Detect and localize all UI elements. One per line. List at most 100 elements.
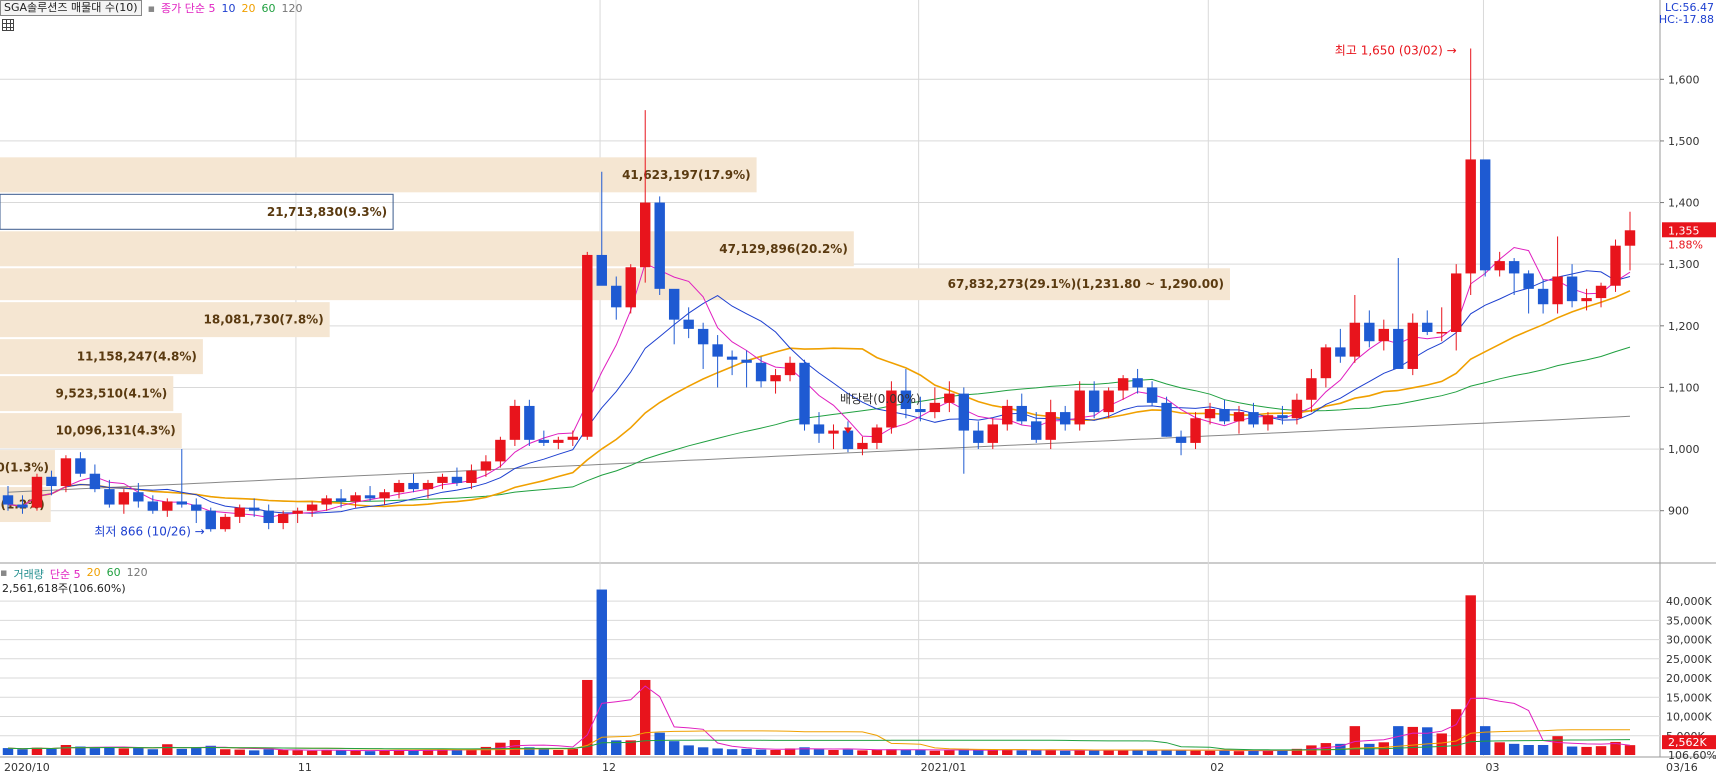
candle-body xyxy=(611,285,622,308)
x-axis-label: 02 xyxy=(1210,761,1224,774)
candle-body xyxy=(915,409,926,413)
volume-bar xyxy=(886,749,897,755)
candle-body xyxy=(437,476,448,483)
candle-body xyxy=(1088,390,1100,413)
volume-bar xyxy=(176,748,187,755)
ma-legend-5[interactable]: 종가 단순 5 xyxy=(161,2,216,15)
candle-body xyxy=(1494,261,1505,271)
candle-body xyxy=(625,267,636,308)
volume-legend-5[interactable]: 단순 5 xyxy=(49,568,81,581)
lc-label: LC:56.47 xyxy=(1664,1,1714,14)
candle-body xyxy=(1320,347,1332,379)
volume-bar xyxy=(1059,750,1071,755)
candle-body xyxy=(1031,421,1042,440)
volume-bar xyxy=(1291,748,1303,755)
candle-body xyxy=(755,362,767,382)
volume-bar xyxy=(1508,743,1520,755)
candle-body xyxy=(1595,285,1607,299)
volume-tick-label: 20,000K xyxy=(1666,672,1712,685)
candle-body xyxy=(176,501,187,505)
candle-body xyxy=(929,402,941,413)
volume-bar xyxy=(234,749,245,755)
volume-bar xyxy=(1494,742,1505,755)
volume-bar xyxy=(915,749,926,755)
volume-legend-volume[interactable]: 거래량 xyxy=(13,568,44,581)
candle-body xyxy=(1407,322,1418,369)
volume-bar xyxy=(755,749,767,755)
candle-body xyxy=(292,510,303,514)
volume-bar xyxy=(321,749,332,755)
volume-profile-bar xyxy=(0,450,55,486)
volume-bar xyxy=(900,749,912,755)
candle-body xyxy=(1349,322,1361,357)
volume-profile-label: 9,523,510(4.1%) xyxy=(55,387,167,401)
candle-body xyxy=(683,319,694,329)
candle-body xyxy=(1204,409,1216,419)
candle-body xyxy=(1523,273,1534,289)
volume-bar xyxy=(147,749,159,755)
candle-body xyxy=(1190,418,1201,443)
volume-bar xyxy=(1248,750,1259,755)
volume-bar xyxy=(31,747,43,755)
volume-bar xyxy=(1190,749,1201,755)
candle-body xyxy=(451,476,463,483)
volume-bar xyxy=(75,746,86,755)
candle-body xyxy=(1146,387,1158,403)
volume-bar xyxy=(1132,750,1143,755)
price-tick-label: 1,500 xyxy=(1668,135,1700,148)
candle-body xyxy=(248,507,260,511)
grid-icon[interactable] xyxy=(2,19,14,31)
volume-bar xyxy=(220,749,231,755)
volume-bar xyxy=(1552,736,1563,755)
volume-profile-bar xyxy=(0,302,330,338)
volume-bar xyxy=(1407,726,1418,755)
ma-legend-60[interactable]: 60 xyxy=(261,1,276,15)
ma-20-line xyxy=(7,290,1631,508)
volume-bar xyxy=(480,746,492,755)
volume-bar xyxy=(871,749,883,755)
current-volume-pct: 106.60% xyxy=(1668,749,1716,762)
volume-ma-60-line xyxy=(7,739,1631,751)
candle-body xyxy=(1103,390,1114,413)
candle-body xyxy=(886,390,897,428)
candle-body xyxy=(509,405,521,440)
candle-body xyxy=(1581,298,1592,302)
candle-body xyxy=(1508,261,1520,274)
volume-legend-20[interactable]: 20 xyxy=(86,566,101,579)
volume-bar xyxy=(582,679,593,755)
volume-profile-label: 11,158,247(4.8%) xyxy=(77,350,197,364)
candle-body xyxy=(46,476,57,487)
candle-body xyxy=(17,504,28,508)
candle-body xyxy=(480,461,492,471)
candle-body xyxy=(973,430,984,443)
candle-body xyxy=(987,424,998,443)
volume-legend-120[interactable]: 120 xyxy=(126,566,148,579)
ex-dividend-marker xyxy=(843,427,852,434)
volume-bar xyxy=(813,749,825,755)
candle-body xyxy=(726,356,738,360)
volume-tick-label: 30,000K xyxy=(1666,634,1712,647)
candle-body xyxy=(89,473,101,490)
ma-legend-20[interactable]: 20 xyxy=(241,1,256,15)
volume-legend-60[interactable]: 60 xyxy=(106,566,121,579)
volume-bar xyxy=(567,748,579,755)
volume-bar xyxy=(1117,749,1129,755)
volume-profile-bar xyxy=(0,376,174,412)
candle-body xyxy=(944,393,955,403)
candle-body xyxy=(697,328,709,345)
volume-bar xyxy=(1451,709,1462,755)
current-change-label: 1.88% xyxy=(1668,238,1703,251)
ma-legend-10[interactable]: 10 xyxy=(221,1,236,15)
candle-body xyxy=(277,513,289,524)
volume-bar xyxy=(929,750,941,755)
volume-bar xyxy=(350,750,361,755)
volume-bar xyxy=(683,745,694,755)
ma-legend-120[interactable]: 120 xyxy=(281,1,303,15)
candle-body xyxy=(799,362,810,425)
candle-body xyxy=(162,501,173,511)
candle-body xyxy=(958,393,970,431)
symbol-selector[interactable]: SGA솔루션즈 매물대 수(10) xyxy=(0,0,142,16)
volume-bar xyxy=(1219,750,1230,755)
